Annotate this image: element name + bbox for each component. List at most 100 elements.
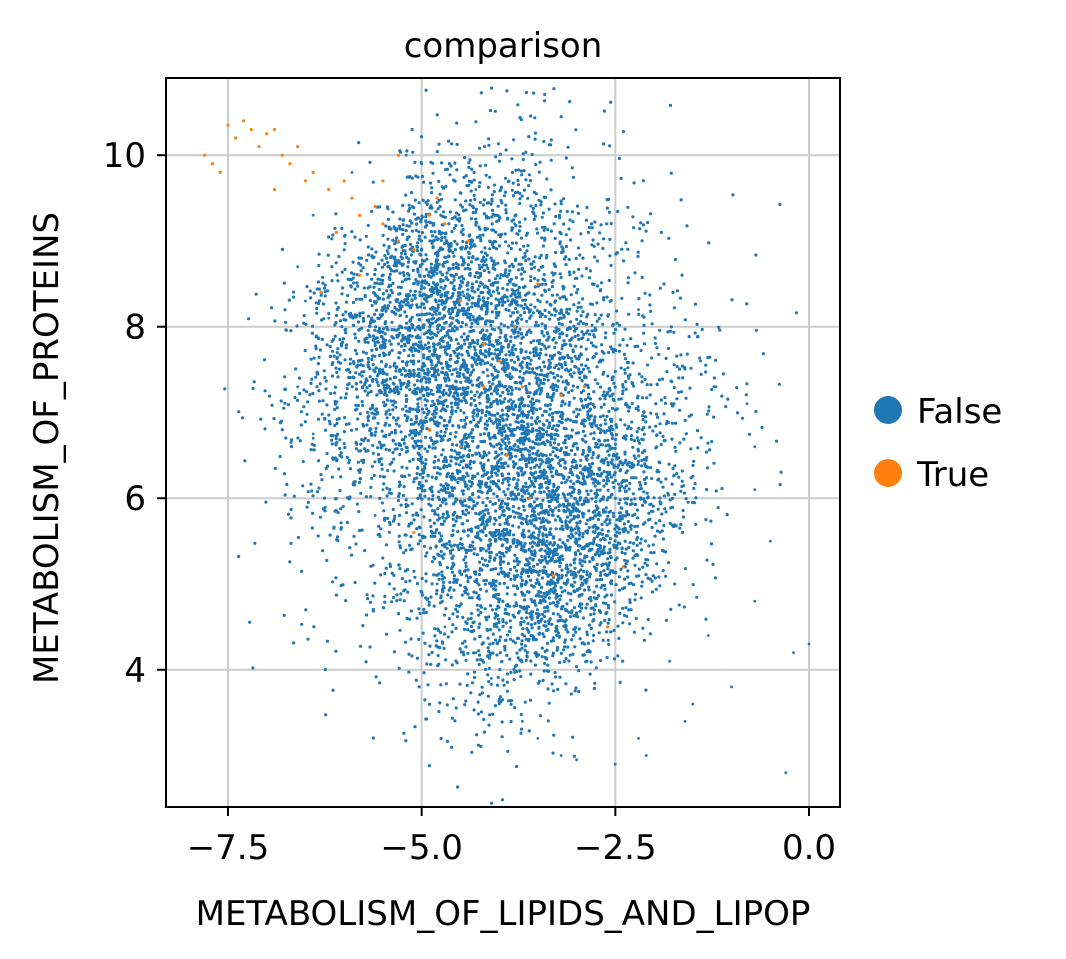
point-false bbox=[602, 548, 606, 552]
point-false bbox=[575, 407, 579, 411]
point-false bbox=[640, 396, 645, 400]
point-false bbox=[431, 269, 435, 273]
point-false bbox=[545, 539, 549, 543]
point-false bbox=[576, 412, 580, 416]
point-false bbox=[461, 227, 465, 232]
point-false bbox=[433, 440, 437, 444]
point-false bbox=[611, 481, 615, 485]
point-false bbox=[312, 356, 316, 360]
point-false bbox=[418, 480, 422, 485]
point-false bbox=[461, 209, 466, 213]
point-false bbox=[577, 689, 581, 694]
point-false bbox=[576, 515, 580, 519]
point-false bbox=[513, 515, 517, 519]
point-false bbox=[424, 215, 428, 219]
point-false bbox=[366, 439, 370, 443]
point-false bbox=[536, 298, 540, 302]
point-false bbox=[490, 474, 494, 478]
point-false bbox=[552, 336, 556, 340]
point-false bbox=[377, 459, 381, 463]
point-false bbox=[311, 494, 315, 498]
point-false bbox=[524, 178, 528, 182]
point-false bbox=[612, 331, 616, 335]
point-false bbox=[685, 224, 689, 228]
point-false bbox=[418, 326, 422, 330]
point-false bbox=[413, 725, 417, 729]
point-false bbox=[538, 407, 542, 411]
point-false bbox=[489, 363, 493, 367]
point-false bbox=[467, 161, 471, 165]
point-false bbox=[761, 352, 766, 356]
point-false bbox=[527, 449, 532, 453]
point-false bbox=[488, 387, 492, 391]
point-false bbox=[668, 329, 673, 333]
point-false bbox=[450, 455, 454, 459]
point-false bbox=[396, 498, 401, 503]
point-false bbox=[506, 282, 510, 286]
point-false bbox=[516, 357, 521, 362]
point-false bbox=[513, 577, 517, 581]
point-false bbox=[487, 451, 491, 455]
point-false bbox=[419, 508, 423, 512]
point-false bbox=[443, 291, 447, 295]
point-false bbox=[523, 251, 527, 255]
point-false bbox=[544, 559, 548, 563]
point-false bbox=[556, 485, 561, 489]
point-false bbox=[398, 452, 402, 457]
point-false bbox=[391, 238, 395, 242]
point-false bbox=[590, 226, 594, 230]
point-false bbox=[585, 650, 589, 654]
point-false bbox=[540, 342, 544, 346]
point-false bbox=[460, 438, 464, 443]
point-false bbox=[336, 375, 340, 379]
point-false bbox=[505, 531, 509, 535]
point-false bbox=[529, 466, 533, 470]
point-false bbox=[543, 409, 547, 413]
point-false bbox=[546, 520, 550, 524]
point-false bbox=[531, 558, 535, 562]
point-false bbox=[517, 636, 521, 641]
point-false bbox=[357, 449, 361, 453]
point-false bbox=[382, 400, 386, 404]
point-false bbox=[454, 223, 458, 228]
point-false bbox=[644, 688, 648, 692]
point-false bbox=[635, 516, 640, 520]
point-false bbox=[629, 337, 633, 341]
point-false bbox=[536, 376, 540, 380]
point-false bbox=[484, 216, 489, 220]
point-false bbox=[661, 569, 665, 573]
point-false bbox=[327, 312, 331, 316]
point-false bbox=[493, 433, 497, 437]
point-false bbox=[626, 512, 630, 517]
point-false bbox=[403, 342, 407, 346]
point-false bbox=[505, 528, 509, 532]
point-false bbox=[553, 236, 557, 240]
point-false bbox=[499, 465, 503, 469]
point-false bbox=[639, 464, 644, 468]
point-false bbox=[490, 199, 494, 203]
point-false bbox=[429, 266, 433, 270]
point-false bbox=[639, 537, 643, 541]
point-false bbox=[605, 429, 609, 433]
point-false bbox=[498, 506, 502, 510]
point-false bbox=[409, 637, 413, 641]
point-false bbox=[614, 348, 618, 353]
point-false bbox=[469, 379, 473, 383]
point-false bbox=[487, 615, 491, 619]
point-false bbox=[397, 356, 401, 360]
point-false bbox=[521, 157, 525, 162]
point-false bbox=[413, 160, 417, 164]
point-false bbox=[519, 236, 524, 240]
point-false bbox=[636, 396, 640, 400]
point-false bbox=[422, 180, 426, 184]
point-false bbox=[439, 483, 443, 487]
point-false bbox=[428, 546, 432, 550]
point-false bbox=[368, 324, 372, 328]
point-false bbox=[497, 291, 501, 295]
point-false bbox=[433, 459, 437, 464]
point-false bbox=[533, 255, 537, 259]
point-false bbox=[478, 298, 482, 302]
point-false bbox=[493, 352, 497, 356]
point-false bbox=[439, 232, 443, 236]
